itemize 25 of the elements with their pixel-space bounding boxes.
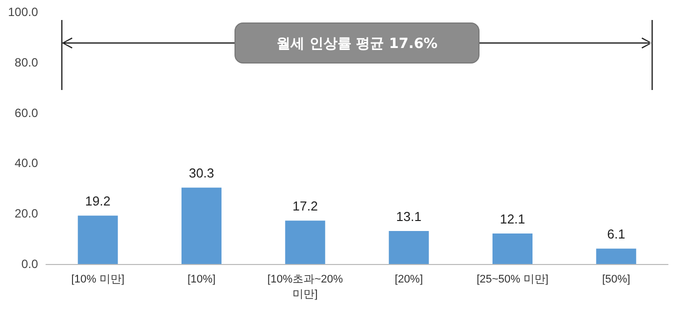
data-label: 17.2 <box>292 198 318 214</box>
x-tick-label: [10%초과~20% 미만] <box>267 274 344 300</box>
y-tick-label: 40.0 <box>14 156 38 170</box>
data-label: 30.3 <box>188 166 214 181</box>
y-tick-label: 60.0 <box>14 106 38 120</box>
bar <box>182 188 222 264</box>
bar <box>388 230 429 264</box>
x-tick-label: [20%] <box>394 274 423 286</box>
annotation: 월세 인상률 평균 17.6% <box>276 36 438 52</box>
x-tick-label: [50%] <box>602 274 630 286</box>
data-label: 12.1 <box>500 212 526 227</box>
data-label: 19.2 <box>85 194 110 209</box>
data-label: 13.1 <box>396 208 422 224</box>
x-tick-label: [25~50% 미만] <box>476 274 548 286</box>
y-tick-label: 20.0 <box>14 206 38 221</box>
y-tick-label: 0.0 <box>21 257 38 271</box>
y-tick-label: 100.0 <box>8 5 38 19</box>
data-label: 6.1 <box>607 226 626 242</box>
bar <box>78 216 118 264</box>
bar <box>492 234 532 264</box>
bar <box>596 248 636 264</box>
y-tick-label: 80.0 <box>14 55 38 70</box>
x-tick-label: [10%] <box>187 274 216 286</box>
bar <box>285 220 326 264</box>
x-tick-label: [10% 미만] <box>71 274 124 286</box>
